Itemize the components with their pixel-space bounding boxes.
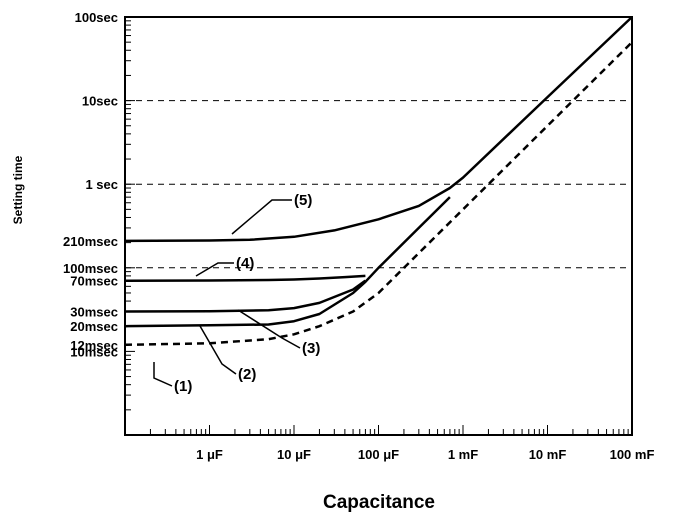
y-tick-label: 100sec [75, 10, 118, 25]
annotation-leader [237, 309, 301, 349]
x-tick-label: 10 mF [529, 447, 567, 462]
annotation-label: (4) [236, 255, 254, 272]
x-tick-label: 100 mF [610, 447, 655, 462]
annotations: (1) (2) (3) (4) (5) [153, 192, 320, 395]
y-tick-label: 20msec [70, 319, 118, 334]
series-line-2 [124, 196, 451, 328]
gridlines [125, 100, 632, 269]
annotation-label: (3) [302, 340, 320, 357]
x-tick-labels: 1 μF 10 μF 100 μF 1 mF 10 mF 100 mF [196, 447, 654, 462]
annotation-label: (2) [238, 366, 256, 383]
minor-ticks [124, 20, 629, 436]
y-tick-label: 10sec [82, 94, 118, 109]
y-tick-label: 1 sec [85, 177, 118, 192]
x-tick-label: 1 mF [448, 447, 478, 462]
series-line-1 [124, 41, 633, 347]
x-tick-label: 100 μF [358, 447, 399, 462]
y-tick-label: 100msec [63, 261, 118, 276]
annotation-leader [231, 199, 292, 235]
series-line-5 [124, 16, 633, 243]
annotation-label: (1) [174, 378, 192, 395]
x-tick-label: 1 μF [196, 447, 223, 462]
annotation-leader [153, 362, 173, 387]
series-lines [124, 16, 633, 347]
y-tick-label: 70msec [70, 274, 118, 289]
annotation-leader [195, 262, 234, 277]
series-line-4 [124, 274, 366, 282]
x-tick-label: 10 μF [277, 447, 311, 462]
y-tick-label: 210msec [63, 234, 118, 249]
plot-frame [124, 16, 633, 436]
y-tick-label: 12msec [70, 338, 118, 353]
annotation-label: (5) [294, 192, 312, 209]
y-tick-label: 10msec [70, 344, 118, 359]
series-line-3 [124, 279, 367, 313]
y-tick-label: 30msec [70, 305, 118, 320]
x-axis-title: Capacitance [323, 492, 435, 513]
y-axis-title: Setting time [11, 155, 25, 224]
annotation-leader [199, 325, 237, 375]
